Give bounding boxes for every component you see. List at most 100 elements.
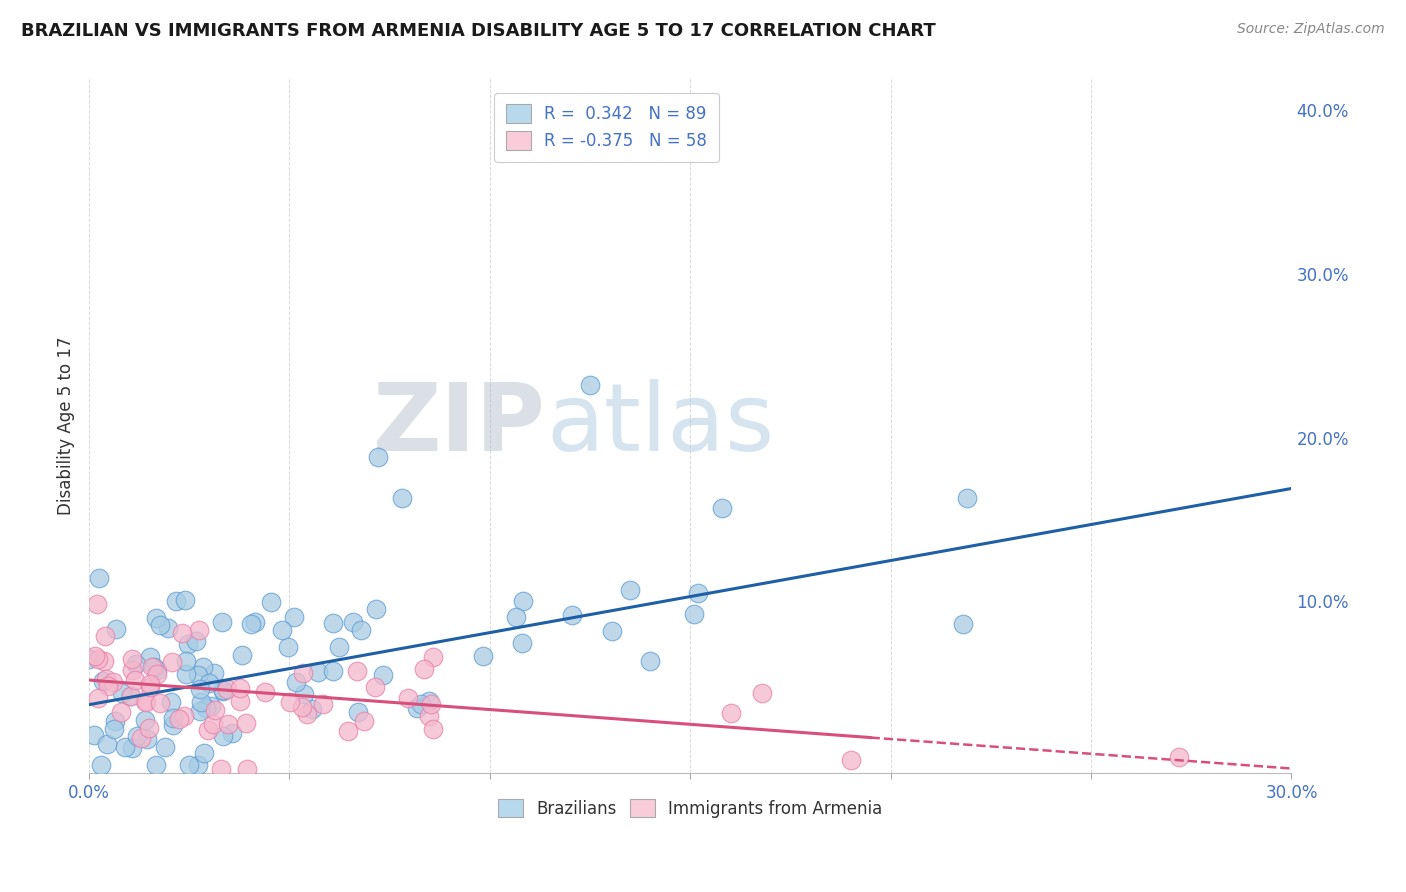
Point (420, 697, 443, 711)
Point (688, 586, 710, 600)
Point (259, 595, 281, 609)
Point (211, 615, 233, 629)
Point (366, 602, 388, 616)
Point (191, 659, 214, 673)
Point (336, 724, 359, 739)
Point (124, 673, 146, 688)
Point (190, 695, 212, 709)
Point (86, 597, 108, 611)
Point (173, 709, 195, 723)
Point (278, 695, 301, 709)
Point (146, 667, 169, 681)
Point (839, 753, 862, 767)
Point (134, 694, 156, 708)
Point (145, 611, 167, 625)
Point (240, 616, 263, 631)
Point (291, 700, 314, 714)
Point (211, 730, 233, 744)
Point (301, 701, 323, 715)
Point (312, 698, 335, 712)
Point (121, 652, 143, 666)
Point (138, 680, 160, 694)
Point (638, 654, 661, 668)
Point (174, 592, 197, 607)
Point (221, 726, 243, 740)
Text: BRAZILIAN VS IMMIGRANTS FROM ARMENIA DISABILITY AGE 5 TO 17 CORRELATION CHART: BRAZILIAN VS IMMIGRANTS FROM ARMENIA DIS… (21, 22, 936, 40)
Point (561, 607, 583, 622)
Point (411, 698, 433, 712)
Point (83, 728, 105, 742)
Point (149, 617, 172, 632)
Point (202, 716, 225, 731)
Point (136, 732, 159, 747)
Point (291, 665, 314, 680)
Point (322, 616, 344, 631)
Point (120, 689, 142, 703)
Point (956, 491, 979, 506)
Point (602, 624, 624, 638)
Point (277, 640, 299, 654)
Point (94, 629, 117, 643)
Point (396, 690, 419, 705)
Point (231, 648, 253, 662)
Point (145, 758, 167, 772)
Point (471, 649, 494, 664)
Point (1168, 750, 1191, 764)
Point (751, 686, 773, 700)
Point (200, 699, 222, 714)
Point (406, 701, 429, 715)
Point (212, 682, 235, 697)
Point (720, 706, 742, 721)
Point (505, 610, 527, 624)
Point (91, 674, 114, 689)
Text: ZIP: ZIP (373, 379, 546, 472)
Point (87, 652, 110, 666)
Point (510, 636, 533, 650)
Point (134, 713, 156, 727)
Point (193, 746, 215, 760)
Point (79, 652, 101, 666)
Point (198, 676, 221, 690)
Point (172, 626, 194, 640)
Point (97, 679, 120, 693)
Point (104, 714, 127, 729)
Y-axis label: Disability Age 5 to 17: Disability Age 5 to 17 (58, 336, 75, 515)
Point (512, 594, 534, 608)
Point (96, 738, 118, 752)
Point (121, 740, 143, 755)
Point (177, 637, 200, 651)
Point (283, 609, 305, 624)
Point (114, 739, 136, 754)
Point (711, 501, 734, 516)
Point (111, 686, 134, 700)
Text: Source: ZipAtlas.com: Source: ZipAtlas.com (1237, 22, 1385, 37)
Point (422, 722, 444, 736)
Point (197, 723, 219, 737)
Point (322, 664, 344, 678)
Point (120, 689, 142, 703)
Point (187, 668, 209, 682)
Point (135, 695, 157, 709)
Point (364, 680, 387, 694)
Point (187, 623, 209, 637)
Point (141, 660, 163, 674)
Point (353, 714, 375, 729)
Point (371, 668, 394, 682)
Point (165, 594, 187, 608)
Point (217, 717, 239, 731)
Point (156, 621, 179, 635)
Point (422, 650, 444, 665)
Point (579, 378, 602, 392)
Point (162, 718, 184, 732)
Point (418, 694, 440, 708)
Point (149, 697, 172, 711)
Point (188, 704, 211, 718)
Legend: Brazilians, Immigrants from Armenia: Brazilians, Immigrants from Armenia (491, 792, 889, 824)
Point (418, 708, 440, 723)
Point (174, 666, 197, 681)
Point (110, 706, 132, 720)
Point (204, 703, 226, 717)
Point (190, 681, 212, 696)
Point (342, 615, 364, 630)
Point (162, 711, 184, 725)
